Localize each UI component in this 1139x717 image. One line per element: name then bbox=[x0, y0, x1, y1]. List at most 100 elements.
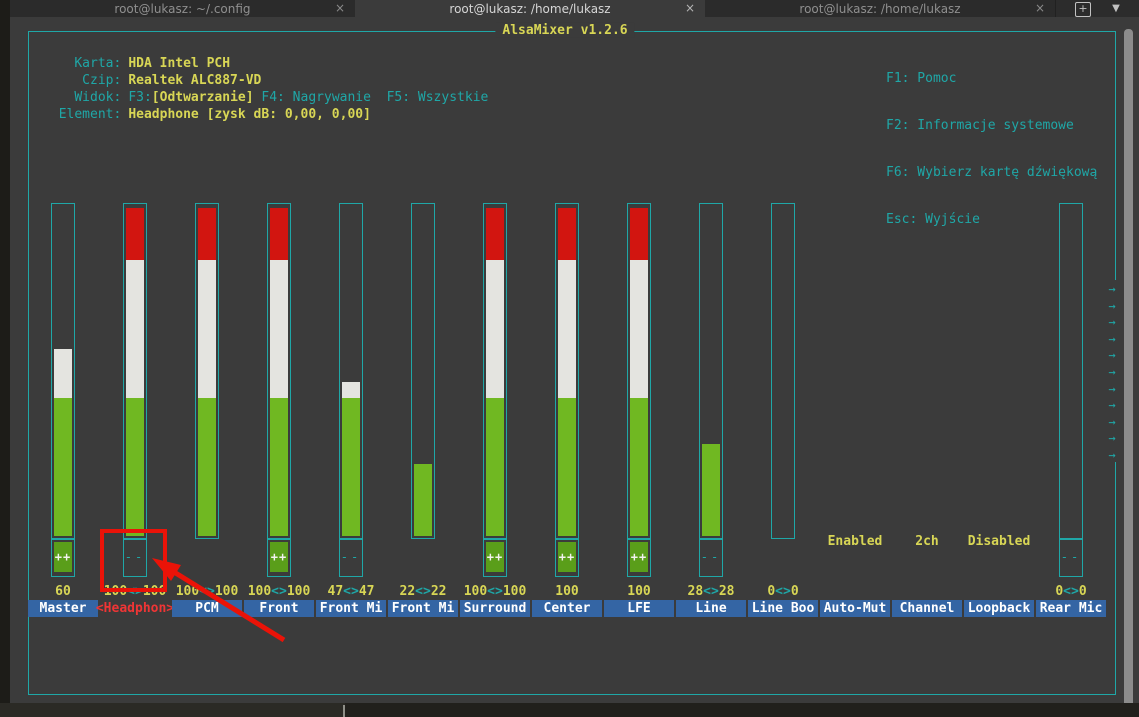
mute-indicator: -- bbox=[340, 550, 362, 564]
volume-bar-line-boost bbox=[771, 203, 795, 539]
new-tab-icon[interactable]: + bbox=[1075, 2, 1091, 17]
bar-fill-white bbox=[126, 260, 144, 398]
volume-bar-rear-mic bbox=[1059, 203, 1083, 539]
channel-label-front-mic: Front Mi bbox=[316, 600, 386, 617]
bar-fill-white bbox=[198, 260, 216, 398]
volume-bar-headphone bbox=[123, 203, 147, 539]
mute-indicator: ++ bbox=[630, 542, 648, 572]
mute-switch-front: ++ bbox=[267, 539, 291, 577]
volume-bar-line bbox=[699, 203, 723, 539]
scrollbar[interactable] bbox=[1124, 29, 1133, 709]
arrow-right-icon: → bbox=[1108, 431, 1116, 445]
bar-fill-white bbox=[486, 260, 504, 398]
volume-bar-master bbox=[51, 203, 75, 539]
bar-fill-white bbox=[54, 349, 72, 398]
mute-switch-master: ++ bbox=[51, 539, 75, 577]
channel-label-surround: Surround bbox=[460, 600, 530, 617]
view-f3-key: F3: bbox=[128, 90, 152, 105]
close-icon[interactable]: × bbox=[684, 1, 695, 15]
volume-value-line-boost: 0<>0 bbox=[767, 584, 799, 599]
bottom-edge-right bbox=[345, 703, 1139, 717]
bar-fill-green bbox=[342, 398, 360, 536]
mixer-border-right-upper bbox=[1115, 31, 1116, 280]
item-label: Element: bbox=[58, 107, 122, 122]
arrow-right-icon: → bbox=[1108, 382, 1116, 396]
item-info: Element: Headphone [zysk dB: 0,00, 0,00] bbox=[27, 92, 371, 137]
volume-value-front-mic: 47<>47 bbox=[327, 584, 375, 599]
bar-fill-red bbox=[558, 208, 576, 260]
volume-value-pcm: 100<>100 bbox=[175, 584, 239, 599]
mute-switch-rear-mic: -- bbox=[1059, 539, 1083, 577]
card-info: Karta: HDA Intel PCH bbox=[27, 41, 230, 86]
help-f2: F2: Informacje systemowe bbox=[886, 118, 1074, 133]
view-info: Widok: F3:[Odtwarzanie] F4: Nagrywanie F5… bbox=[27, 75, 488, 120]
bottom-edge-left bbox=[0, 703, 345, 717]
view-f3-value: [Odtwarzanie] bbox=[151, 90, 254, 105]
terminal-tab-1[interactable]: root@lukasz: ~/.config × bbox=[10, 0, 356, 17]
chip-info: Czip: Realtek ALC887-VD bbox=[27, 58, 261, 103]
arrow-right-icon: → bbox=[1108, 398, 1116, 412]
bar-fill-green bbox=[270, 398, 288, 536]
channel-label-rear-mic: Rear Mic bbox=[1036, 600, 1106, 617]
help-esc: Esc: Wyjście bbox=[886, 212, 980, 227]
bar-fill-white bbox=[270, 260, 288, 398]
bar-fill-red bbox=[270, 208, 288, 260]
tab-title: root@lukasz: ~/.config bbox=[114, 1, 251, 16]
enum-value-loopback: Disabled bbox=[967, 534, 1031, 549]
channel-label-channel-mode: Channel bbox=[892, 600, 962, 617]
close-icon[interactable]: × bbox=[334, 1, 345, 15]
enum-value-auto-mute: Enabled bbox=[827, 534, 883, 549]
arrow-right-icon: → bbox=[1108, 299, 1116, 313]
bar-fill-red bbox=[630, 208, 648, 260]
tab-title: root@lukasz: /home/lukasz bbox=[799, 1, 961, 16]
volume-bar-center bbox=[555, 203, 579, 539]
channel-label-front: Front bbox=[244, 600, 314, 617]
terminal-tab-3[interactable]: root@lukasz: /home/lukasz × bbox=[705, 0, 1056, 17]
mute-indicator: ++ bbox=[270, 542, 288, 572]
volume-value-lfe: 100 bbox=[627, 584, 651, 599]
mixer-border-right-lower bbox=[1115, 462, 1116, 695]
bar-fill-green bbox=[126, 398, 144, 536]
chevron-down-icon[interactable]: ▼ bbox=[1112, 3, 1120, 14]
help-menu: F1: Pomoc F2: Informacje systemowe F6: W… bbox=[886, 41, 1097, 259]
volume-value-line: 28<>28 bbox=[687, 584, 735, 599]
volume-bar-pcm bbox=[195, 203, 219, 539]
view-other-keys: F4: Nagrywanie F5: Wszystkie bbox=[253, 90, 489, 105]
mixer-border-bottom bbox=[28, 694, 1116, 695]
channel-label-master: Master bbox=[28, 600, 98, 617]
bottom-edge-divider bbox=[343, 705, 345, 717]
close-icon[interactable]: × bbox=[1034, 1, 1045, 15]
item-value: Headphone [zysk dB: 0,00, 0,00] bbox=[128, 107, 371, 122]
channel-label-headphone: <Headphon> bbox=[95, 601, 175, 616]
mute-indicator: -- bbox=[124, 550, 146, 564]
bar-fill-white bbox=[558, 260, 576, 398]
channel-label-loopback: Loopback bbox=[964, 600, 1034, 617]
terminal-tab-bar: root@lukasz: ~/.config × root@lukasz: /h… bbox=[10, 0, 1139, 17]
arrow-right-icon: → bbox=[1108, 282, 1116, 296]
mute-switch-lfe: ++ bbox=[627, 539, 651, 577]
tab-title: root@lukasz: /home/lukasz bbox=[449, 1, 611, 16]
page-title: AlsaMixer v1.2.6 bbox=[495, 22, 635, 38]
bar-fill-white bbox=[342, 382, 360, 398]
channel-label-lfe: LFE bbox=[604, 600, 674, 617]
help-f1: F1: Pomoc bbox=[886, 71, 957, 86]
mixer-border-left bbox=[28, 31, 29, 695]
card-label: Karta: bbox=[74, 56, 122, 71]
arrow-right-icon: → bbox=[1108, 365, 1116, 379]
arrow-right-icon: → bbox=[1108, 415, 1116, 429]
terminal-tab-2[interactable]: root@lukasz: /home/lukasz × bbox=[355, 0, 706, 17]
mute-switch-line: -- bbox=[699, 539, 723, 577]
mute-indicator: ++ bbox=[486, 542, 504, 572]
mute-switch-headphone: -- bbox=[123, 539, 147, 577]
bar-fill-white bbox=[630, 260, 648, 398]
bar-fill-red bbox=[198, 208, 216, 260]
volume-bar-front bbox=[267, 203, 291, 539]
volume-value-front-mic-boost: 22<>22 bbox=[399, 584, 447, 599]
bar-fill-green bbox=[702, 444, 720, 536]
help-f6: F6: Wybierz kartę dźwiękową bbox=[886, 165, 1098, 180]
chip-value: Realtek ALC887-VD bbox=[128, 73, 262, 88]
mute-switch-center: ++ bbox=[555, 539, 579, 577]
mute-switch-surround: ++ bbox=[483, 539, 507, 577]
volume-bar-lfe bbox=[627, 203, 651, 539]
